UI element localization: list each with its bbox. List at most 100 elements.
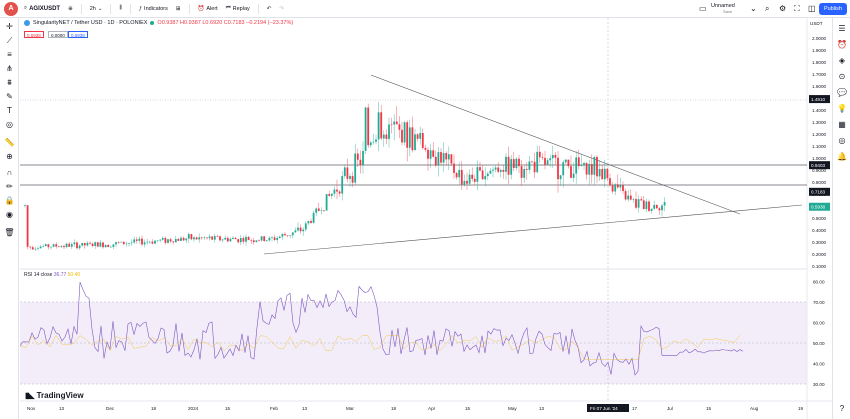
time-axis-label: 15 [706, 406, 712, 411]
candle-body [629, 195, 632, 200]
chat-icon[interactable]: 💬 [837, 88, 847, 97]
zoom-in-icon[interactable]: ⊕ [6, 152, 13, 161]
candle-body [96, 242, 99, 247]
ideas-icon[interactable]: 💡 [837, 104, 847, 113]
chart-type-button[interactable]: ⫼ [119, 5, 122, 12]
candle-body [226, 237, 229, 242]
candle-body [224, 237, 227, 240]
tradingview-logo: ▮◣ TradingView [25, 391, 84, 400]
time-axis-label: 15 [465, 406, 471, 411]
notifications-icon[interactable]: 🔔 [837, 152, 847, 161]
candle-body [182, 237, 185, 241]
trash-icon[interactable]: 🗑 [4, 228, 15, 237]
brush-tool-icon[interactable]: ✎ [6, 92, 13, 101]
candle-body [237, 239, 240, 243]
replay-button[interactable]: ⏮ Replay [226, 5, 250, 12]
price-chart[interactable]: 2.00001.90001.80001.70001.60001.50001.40… [20, 18, 832, 419]
candle-body [525, 169, 528, 170]
candle-body [588, 163, 591, 175]
candle-body [57, 246, 60, 248]
rsi-value: 36.77 [53, 272, 67, 278]
streams-icon[interactable]: ◎ [838, 136, 846, 145]
candle-body [510, 159, 513, 175]
candles-group [24, 101, 666, 251]
alerts-icon[interactable]: ⏰ [837, 40, 847, 49]
candle-body [268, 237, 271, 241]
candle-body [349, 176, 351, 179]
candle-body [458, 169, 461, 178]
lock-icon[interactable]: 🔒 [4, 196, 15, 205]
rsi-legend[interactable]: RSI 14 close 36.77 50.40 [24, 272, 80, 278]
text-tool-icon[interactable]: T [7, 106, 12, 115]
indicators-button[interactable]: ƒ Indicators [139, 6, 168, 12]
sell-price-box[interactable]: 0.5938 [24, 31, 44, 38]
fib-tool-icon[interactable]: ⩩ [7, 78, 12, 87]
fullscreen-icon[interactable]: ⛶ [794, 4, 800, 13]
buy-price-box[interactable]: 0.5938 [68, 31, 88, 38]
price-axis-label: 0.1000 [812, 264, 826, 269]
time-axis[interactable]: Nov 13 Dec 18 2024 15 Feb 13 Mar 18 Apr 15 May 13 17 Ju… [27, 404, 804, 412]
descending-trendline [370, 74, 741, 215]
candle-body [216, 236, 219, 237]
compare-symbol-button[interactable]: ⊕ [68, 6, 73, 12]
help-icon[interactable]: ? [839, 404, 845, 413]
candle-body [554, 154, 557, 158]
settings-icon[interactable]: ⚙ [779, 4, 787, 13]
layouts-button[interactable]: ⊞ [176, 6, 181, 12]
layout-name-button[interactable]: Unnamed Save [711, 3, 735, 15]
quick-search-icon[interactable]: ⌕ [765, 4, 770, 13]
price-tag [809, 187, 830, 196]
crosshair-tool-icon[interactable]: ✛ [6, 22, 13, 31]
watchlist-icon[interactable]: ☰ [838, 24, 846, 33]
layout-name: Unnamed [711, 3, 735, 9]
layers-icon[interactable]: ◈ [838, 56, 846, 65]
candle-body [39, 246, 42, 249]
hotlists-icon[interactable]: ⊙ [838, 72, 846, 81]
alert-button[interactable]: ⏰ Alert [198, 6, 218, 12]
price-axis-label: 1.0000 [812, 156, 826, 161]
symbol-search[interactable]: ⌕ AGIXUSDT [24, 5, 60, 12]
candle-body [120, 241, 123, 243]
chevron-down-icon[interactable]: ⌄ [750, 4, 757, 13]
rsi-axis[interactable]: 80.00 70.00 60.00 50.00 40.00 30.00 [813, 279, 825, 387]
ruler-tool-icon[interactable]: 📏 [4, 138, 15, 147]
indicators-label: Indicators [144, 5, 168, 12]
candle-body [37, 248, 39, 249]
candle-body [398, 124, 401, 130]
price-tag [809, 161, 830, 170]
calendar-icon[interactable]: ▦ [838, 120, 846, 129]
legend-title[interactable]: SingularityNET / Tether USD · 1D · POLON… [33, 20, 148, 26]
candle-body [372, 141, 375, 143]
stay-drawing-icon[interactable]: ✏ [6, 182, 13, 191]
currency-label[interactable]: USDT [810, 21, 823, 26]
candle-body [590, 163, 593, 175]
redo-button[interactable]: ↷ [279, 6, 284, 12]
publish-button[interactable]: Publish [818, 3, 847, 15]
hide-drawings-icon[interactable]: ◉ [6, 210, 13, 219]
candle-body [239, 238, 242, 243]
undo-button[interactable]: ↶ [267, 6, 272, 12]
rsi-axis-label: 30.00 [813, 382, 825, 387]
magnet-icon[interactable]: ∩ [6, 168, 13, 177]
patterns-tool-icon[interactable]: ◎ [6, 120, 13, 129]
candle-body [70, 244, 73, 247]
price-tag-label: 0.5938 [811, 205, 825, 210]
pitchfork-tool-icon[interactable]: ⋔ [6, 64, 13, 73]
rsi-axis-label: 40.00 [813, 361, 825, 366]
user-avatar[interactable]: A [4, 1, 18, 16]
chevron-down-icon: ⌄ [97, 5, 103, 12]
candle-body [245, 236, 247, 242]
candle-body [107, 244, 110, 248]
candle-body [341, 176, 344, 194]
candle-body [320, 210, 323, 212]
snapshot-icon[interactable]: ◫ [808, 4, 816, 13]
time-axis-label: 19 [798, 406, 804, 411]
candle-body [572, 173, 575, 178]
interval-button[interactable]: 2h ⌄ [90, 6, 103, 12]
candle-body [286, 235, 289, 236]
trend-line-tool-icon[interactable]: ⟋ [6, 36, 13, 45]
candle-body [172, 241, 175, 243]
candle-body [177, 238, 180, 241]
candle-body [278, 236, 281, 238]
horizontal-lines-tool-icon[interactable]: ≡ [7, 50, 12, 59]
